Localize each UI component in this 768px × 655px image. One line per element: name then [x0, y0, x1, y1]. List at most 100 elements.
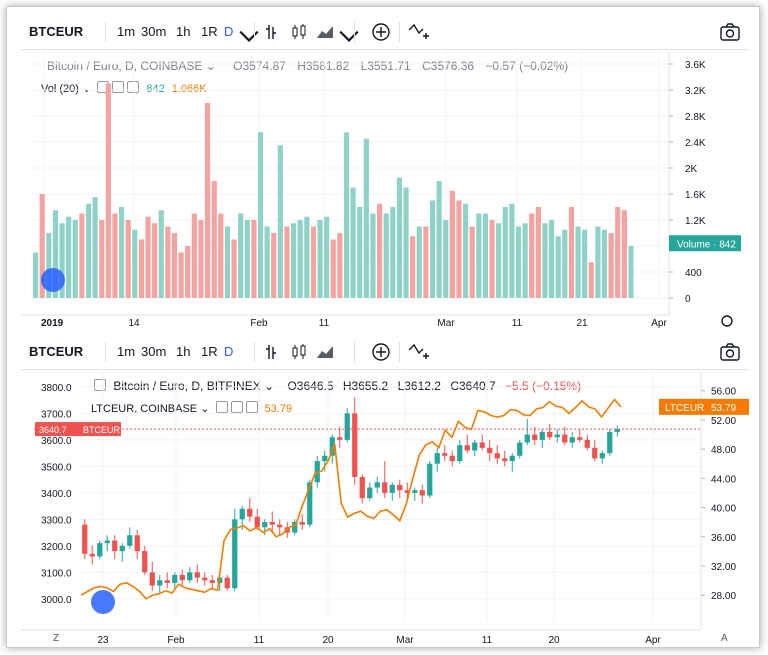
volume-bar [416, 226, 422, 298]
y-tick-label: 3600.0 [41, 436, 72, 447]
volume-bar [443, 220, 449, 298]
toolbar-divider [105, 22, 106, 42]
volume-bar [522, 223, 528, 298]
volume-bar [85, 203, 92, 298]
candle-body [97, 543, 103, 557]
volume-bar [529, 213, 535, 298]
y-tick-label: 3700.0 [41, 409, 72, 420]
interval-d[interactable]: D [224, 24, 234, 39]
add-indicator-icon[interactable] [370, 341, 392, 363]
settings-icon[interactable] [230, 401, 243, 413]
volume-bar [383, 213, 389, 298]
vol-label[interactable]: Vol (20) [41, 83, 79, 95]
add-indicator-icon[interactable] [370, 21, 392, 43]
time-label: 21 [576, 318, 588, 329]
candle-style-icon[interactable] [288, 21, 310, 43]
y-tick-label: 2.4K [685, 138, 706, 149]
camera-icon[interactable] [719, 341, 741, 363]
collapse-icon[interactable] [94, 379, 106, 391]
symbol-search[interactable]: BTCEUR [29, 24, 84, 39]
volume-bar [284, 226, 290, 298]
y2-tick-label: 44.00 [711, 474, 736, 485]
bar-style-icon[interactable] [262, 341, 284, 363]
volume-bar [403, 187, 409, 298]
area-style-icon[interactable] [314, 341, 336, 363]
close-icon[interactable] [127, 81, 140, 93]
legend-chevron[interactable]: ⌄ [205, 59, 216, 73]
interval-1m[interactable]: 1m [117, 344, 136, 359]
interval-d[interactable]: D [224, 344, 234, 359]
volume-bar [343, 132, 350, 298]
legend-chevron[interactable]: ⌄ [264, 379, 275, 393]
compare-icon[interactable] [407, 21, 429, 43]
price-tag [35, 422, 121, 437]
interval-1h[interactable]: 1h [176, 24, 191, 39]
bar-style-icon[interactable] [262, 21, 284, 43]
volume-bar [271, 233, 277, 298]
candle-style-icon[interactable] [288, 341, 310, 363]
candle-body [442, 453, 448, 456]
y-tick-label: 3.2K [685, 86, 706, 97]
candle-body [194, 572, 200, 578]
interval-30m[interactable]: 30m [141, 24, 167, 39]
legend-title: Bitcoin / Euro, D, COINBASE [47, 59, 203, 73]
candle-body [329, 437, 335, 456]
volume-bar [429, 200, 436, 298]
volume-bar [476, 213, 482, 298]
toolbar-divider [254, 22, 255, 42]
y-tick-label: 3100.0 [41, 568, 72, 579]
zoom-reset-button[interactable]: Z [53, 633, 60, 644]
candle-body [592, 447, 598, 459]
legend-change: −5.5 (−0.15%) [505, 379, 582, 393]
volume-chart[interactable]: 04008001.2K1.6K2K2.4K2.8K3.2K3.6KVolume … [21, 15, 749, 330]
interval-1r[interactable]: 1R [201, 24, 218, 39]
interval-30m[interactable]: 30m [141, 344, 167, 359]
volume-bar [39, 194, 45, 298]
candle-body [457, 445, 463, 462]
price-chart[interactable]: 3000.0 3100.0 3200.0 3300.0 3400.0 3500.0 3600… [21, 335, 749, 647]
candle-body [607, 431, 613, 454]
volume-bar [119, 207, 125, 298]
candle-body [292, 521, 298, 533]
close-icon[interactable] [245, 401, 258, 413]
candle-body [569, 437, 575, 443]
volume-bar [423, 226, 429, 298]
candle-body [547, 431, 553, 438]
volume-bar [152, 223, 158, 298]
candle-body [269, 521, 275, 525]
candle-body [172, 574, 178, 583]
candle-body [82, 524, 88, 554]
volume-bar [469, 226, 475, 298]
y2-tick-label: 52.00 [711, 416, 736, 427]
y-tick-label: 3000.0 [41, 595, 72, 606]
eye-icon[interactable] [215, 401, 228, 413]
time-label: 11 [254, 635, 265, 646]
toolbar-divider [354, 22, 355, 42]
interval-1r[interactable]: 1R [201, 344, 218, 359]
interval-1h[interactable]: 1h [176, 344, 191, 359]
vol-ma-value: 1.066K [171, 83, 207, 95]
legend-high: H3655.2 [342, 379, 389, 393]
candle-body [397, 484, 403, 491]
compare-icon[interactable] [407, 341, 429, 363]
candle-body [224, 577, 230, 589]
settings-icon[interactable] [112, 81, 125, 93]
vol-chevron[interactable]: ⌄ [81, 83, 92, 95]
volume-bar [92, 197, 98, 298]
symbol-search[interactable]: BTCEUR [29, 344, 84, 359]
toolbar-divider [105, 342, 106, 362]
interval-1m[interactable]: 1m [117, 24, 136, 39]
time-label: 14 [128, 318, 140, 329]
legend-change: −0.57 (−0.02%) [485, 59, 569, 73]
candle-body [202, 577, 208, 581]
auto-scale-button[interactable]: A [721, 633, 728, 644]
volume-bar [515, 226, 522, 298]
volume-bar [185, 246, 191, 298]
y-tick-label: 1.6K [685, 190, 706, 201]
overlay-chevron[interactable]: ⌄ [200, 403, 210, 415]
volume-bar [59, 223, 65, 298]
camera-icon[interactable] [719, 21, 741, 43]
area-style-icon[interactable] [314, 21, 336, 43]
volume-bar [370, 213, 376, 298]
overlay-label[interactable]: LTCEUR, COINBASE [91, 403, 198, 415]
